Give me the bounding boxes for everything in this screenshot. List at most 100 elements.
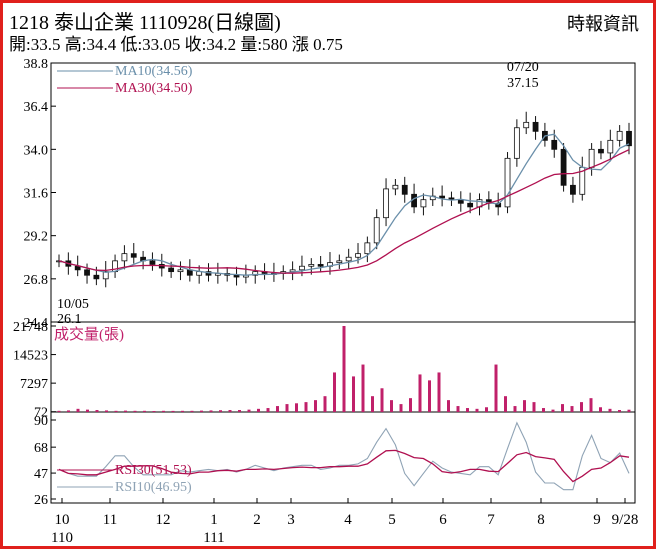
candle-body xyxy=(308,264,315,267)
volume-bar xyxy=(171,410,175,412)
volume-bar xyxy=(447,400,450,412)
volume-bar xyxy=(513,406,517,412)
volume-bar xyxy=(314,400,317,412)
volume-bar xyxy=(143,410,146,412)
candle-body xyxy=(467,202,474,208)
volume-bar xyxy=(618,410,621,412)
volume-bar xyxy=(418,374,422,412)
rsi-tick-label: 90 xyxy=(34,414,48,429)
volume-bar xyxy=(494,364,498,412)
volume-bar xyxy=(181,410,184,412)
x-tick-label: 1 xyxy=(210,512,218,528)
volume-bars xyxy=(57,326,631,412)
volume-bar xyxy=(266,408,270,412)
x-tick-label: 10 xyxy=(55,512,70,528)
price-tick-label: 31.6 xyxy=(24,187,49,202)
volume-bar xyxy=(105,410,108,412)
candle-body xyxy=(252,271,259,276)
candle-body xyxy=(401,184,408,195)
candle-body xyxy=(355,253,361,258)
legend-label-ma10: MA10(34.56) xyxy=(115,64,193,79)
price-tick-label: 36.4 xyxy=(24,100,49,115)
candle-body xyxy=(598,148,604,154)
rsi-legend-label-rsi10: RSI10(46.95) xyxy=(115,480,192,495)
volume-bar xyxy=(238,410,241,412)
candle-body xyxy=(102,271,109,280)
x-tick-label: 3 xyxy=(287,512,295,528)
candle-body xyxy=(373,217,380,244)
rsi30-line xyxy=(58,449,630,483)
candle-body xyxy=(383,188,389,219)
candle-body xyxy=(570,184,576,195)
volume-tick-label: 21748 xyxy=(13,320,48,335)
volume-bar xyxy=(390,400,393,412)
candle-body xyxy=(560,148,567,186)
price-tick-label: 29.2 xyxy=(24,230,49,245)
volume-bar xyxy=(285,404,289,412)
candle-body xyxy=(130,253,137,258)
chart-title: 1218 泰山企業 1110928(日線圖) xyxy=(9,12,281,34)
rsi-tick-label: 68 xyxy=(34,441,48,456)
candle-body xyxy=(74,265,81,271)
volume-bar xyxy=(228,410,232,412)
candle-body xyxy=(626,130,632,147)
annotation-high-value: 37.15 xyxy=(507,76,539,91)
volume-bar xyxy=(580,402,583,412)
volume-bar xyxy=(304,402,308,412)
candle-body xyxy=(168,267,175,273)
legend-label-ma30: MA30(34.50) xyxy=(115,81,193,96)
volume-bar xyxy=(352,376,355,412)
volume-bar xyxy=(333,372,336,412)
volume-bar xyxy=(466,408,469,412)
rsi-legend-label-rsi30: RSI30(51.53) xyxy=(115,463,192,478)
volume-title: 成交量(張) xyxy=(54,325,124,343)
data-source: 時報資訊 xyxy=(567,14,639,34)
volume-bar xyxy=(561,404,564,412)
quote-line: 開:33.5 高:34.4 低:33.05 收:34.2 量:580 漲 0.7… xyxy=(9,35,343,54)
rsi-tick-label: 26 xyxy=(34,493,48,508)
candle-body xyxy=(513,127,520,159)
volume-bar xyxy=(409,398,412,412)
candle-body xyxy=(336,260,343,264)
candle-body xyxy=(616,130,623,141)
candle-body xyxy=(588,148,595,168)
volume-bar xyxy=(589,398,593,412)
volume-bar xyxy=(361,364,365,412)
candle-body xyxy=(317,264,324,267)
x-tick-label: 12 xyxy=(156,512,171,528)
candle-body xyxy=(523,121,530,129)
price-tick-label: 38.8 xyxy=(24,57,49,72)
volume-bar xyxy=(209,410,213,412)
candle-body xyxy=(149,260,156,265)
volume-bar xyxy=(257,408,260,412)
volume-bar xyxy=(456,406,460,412)
volume-bar xyxy=(599,407,602,412)
x-tick-label: 5 xyxy=(388,512,396,528)
volume-bar xyxy=(200,410,203,412)
volume-bar xyxy=(570,406,574,412)
candle-body xyxy=(392,184,399,190)
ma10-line xyxy=(58,133,630,276)
price-tick-label: 26.8 xyxy=(24,273,49,288)
candlesticks xyxy=(56,111,632,288)
price-tick-label: 24.4 xyxy=(24,316,49,331)
volume-bar xyxy=(276,406,279,412)
volume-bar xyxy=(114,410,118,412)
candle-body xyxy=(93,274,100,280)
volume-bar xyxy=(219,410,222,412)
x-tick-label: 6 xyxy=(439,512,447,528)
volume-tick-label: 14523 xyxy=(13,349,48,364)
volume-bar xyxy=(247,409,251,412)
volume-bar xyxy=(162,410,165,412)
annotation-high-date: 07/20 xyxy=(507,60,539,75)
candle-body xyxy=(551,139,558,150)
volume-bar xyxy=(523,400,526,412)
volume-bar xyxy=(627,409,631,412)
x-tick-label: 9 xyxy=(593,512,601,528)
candle-body xyxy=(233,274,240,278)
volume-bar xyxy=(428,380,431,412)
volume-bar xyxy=(76,408,80,412)
volume-bar xyxy=(608,408,612,412)
volume-bar xyxy=(124,410,127,412)
